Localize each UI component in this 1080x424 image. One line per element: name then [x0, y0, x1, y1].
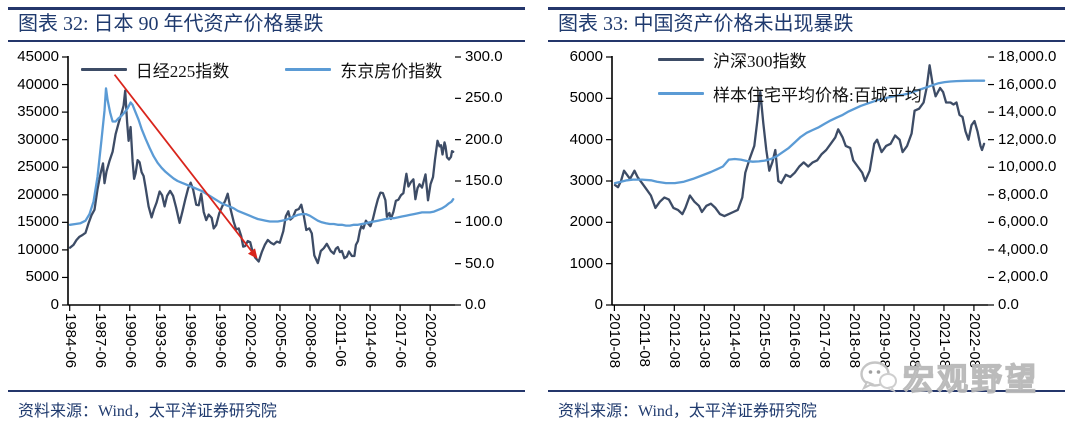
y-axis-tick-right: 14,000.0	[998, 103, 1057, 121]
y-axis-tick-left: 1000	[569, 254, 603, 272]
legend-line-sample	[285, 68, 332, 71]
legend-line-sample	[80, 68, 127, 71]
y-axis-tick-left: 15000	[17, 213, 59, 231]
source-note: 资料来源：Wind，太平洋证券研究院	[18, 403, 277, 420]
title-underline-rule	[8, 40, 525, 42]
y-axis-tick-left: 2000	[569, 213, 603, 231]
y-axis-tick-right: 100.0	[465, 213, 503, 231]
x-axis-tick: 2016-08	[786, 313, 804, 369]
legend-line-sample	[658, 58, 704, 61]
crash-arrow-annotation	[113, 74, 258, 259]
x-axis-tick: 2014-08	[726, 313, 744, 369]
series-line-样本住宅平均价格:百城平均	[613, 79, 986, 185]
wechat-icon	[860, 360, 897, 393]
series-line-东京房价指数	[68, 87, 455, 227]
y-axis-tick-left: 20000	[17, 185, 59, 203]
y-axis-tick-right: 150.0	[465, 172, 503, 189]
y-axis-tick-right: 4,000.0	[998, 240, 1049, 258]
x-axis-tick: 2012-08	[666, 313, 684, 369]
y-axis-tick-right: 50.0	[465, 254, 495, 272]
y-axis-tick-left: 45000	[17, 48, 59, 65]
series-line-沪深300指数	[613, 64, 986, 218]
series-line-日经225指数	[68, 89, 455, 265]
x-axis-tick: 2002-06	[241, 313, 259, 369]
footer-rule	[548, 390, 1065, 392]
x-axis-tick: 1999-06	[211, 313, 229, 369]
legend-item: 沪深300指数	[658, 47, 807, 72]
y-axis-tick-left: 35000	[17, 103, 59, 121]
y-axis-tick-right: 2,000.0	[998, 268, 1049, 286]
source-note: 资料来源：Wind，太平洋证券研究院	[558, 403, 817, 420]
legend-item: 样本住宅平均价格:百城平均	[658, 81, 922, 106]
x-axis-tick: 2017-08	[816, 313, 834, 369]
y-axis-tick-left: 3000	[569, 172, 603, 189]
x-axis-tick: 2020-06	[422, 313, 440, 369]
figure-panel-china: 图表 33: 中国资产价格未出现暴跌 6000 5000 4000 3000 2000 1…	[540, 0, 1080, 424]
x-axis-tick: 1984-06	[61, 313, 79, 369]
watermark: 宏观野望	[858, 354, 1039, 399]
legend-line-sample	[658, 92, 704, 95]
x-axis-tick: 2017-06	[392, 313, 410, 369]
legend-label: 沪深300指数	[713, 52, 807, 71]
y-axis-tick-right: 0.0	[998, 296, 1019, 313]
y-axis-tick-right: 300.0	[465, 48, 503, 65]
x-axis-tick: 2011-08	[636, 313, 654, 367]
china-asset-prices-canvas	[606, 56, 994, 311]
y-axis-tick-right: 8,000.0	[998, 185, 1049, 203]
legend-label: 东京房价指数	[340, 62, 443, 81]
y-axis-tick-left: 4000	[569, 130, 603, 148]
panel-top-rule	[8, 7, 525, 10]
japan-asset-prices-canvas	[62, 56, 461, 311]
chart-legend: 日经225指数 东京房价指数	[68, 57, 455, 82]
x-axis-tick: 2008-06	[302, 313, 319, 369]
x-axis-tick: 2014-06	[362, 313, 380, 369]
y-axis-tick-left: 0	[50, 296, 59, 313]
x-axis-tick: 2011-06	[332, 313, 350, 367]
x-axis-tick: 1996-06	[181, 313, 199, 369]
y-axis-tick-left: 6000	[569, 48, 603, 65]
x-axis-tick: 1987-06	[91, 313, 109, 369]
y-axis-tick-right: 12,000.0	[998, 130, 1057, 148]
legend-item: 日经225指数	[80, 57, 230, 82]
legend-label: 样本住宅平均价格:百城平均	[713, 86, 922, 105]
panel-top-rule	[548, 7, 1065, 10]
y-axis-tick-left: 25000	[17, 158, 59, 176]
figure-panel-japan: 图表 32: 日本 90 年代资产价格暴跌 45000 40000 35000 300…	[0, 7, 540, 420]
y-axis-tick-right: 16,000.0	[998, 75, 1057, 93]
china-chart: 6000 5000 4000 3000 2000 1000 0 18,000.0 16,000.…	[540, 42, 1080, 394]
y-axis-tick-right: 250.0	[465, 89, 503, 107]
y-axis-tick-left: 30000	[17, 130, 59, 148]
watermark-text: 宏观野望	[902, 361, 1039, 397]
y-axis-tick-left: 0	[594, 296, 603, 313]
y-axis-tick-right: 10,000.0	[998, 158, 1057, 176]
footer-rule	[8, 390, 525, 392]
x-axis-tick: 1990-06	[121, 313, 139, 369]
x-axis-tick: 2015-08	[756, 313, 774, 369]
panel-title: 图表 32: 日本 90 年代资产价格暴跌	[18, 13, 324, 35]
y-axis-tick-right: 18,000.0	[998, 48, 1057, 65]
y-axis-tick-right: 6,000.0	[998, 213, 1049, 231]
y-axis-tick-left: 10000	[17, 240, 59, 258]
japan-chart: 45000 40000 35000 30000 25000 20000 15000 10000…	[0, 42, 540, 394]
y-axis-tick-left: 5000	[25, 268, 59, 286]
legend-item: 东京房价指数	[285, 57, 442, 82]
title-underline-rule	[548, 40, 1065, 42]
legend-label: 日经225指数	[135, 62, 230, 81]
y-axis-tick-left: 5000	[569, 89, 603, 107]
chart-legend: 沪深300指数样本住宅平均价格:百城平均	[658, 47, 922, 106]
x-axis-tick: 2010-08	[606, 313, 624, 369]
y-axis-tick-left: 40000	[17, 75, 59, 93]
y-axis-tick-right: 0.0	[465, 296, 486, 313]
x-axis-tick: 2013-08	[696, 313, 714, 369]
y-axis-tick-right: 200.0	[465, 130, 503, 148]
x-axis-tick: 1993-06	[151, 313, 169, 369]
x-axis-tick: 2005-06	[271, 313, 289, 369]
panel-title: 图表 33: 中国资产价格未出现暴跌	[558, 13, 854, 35]
